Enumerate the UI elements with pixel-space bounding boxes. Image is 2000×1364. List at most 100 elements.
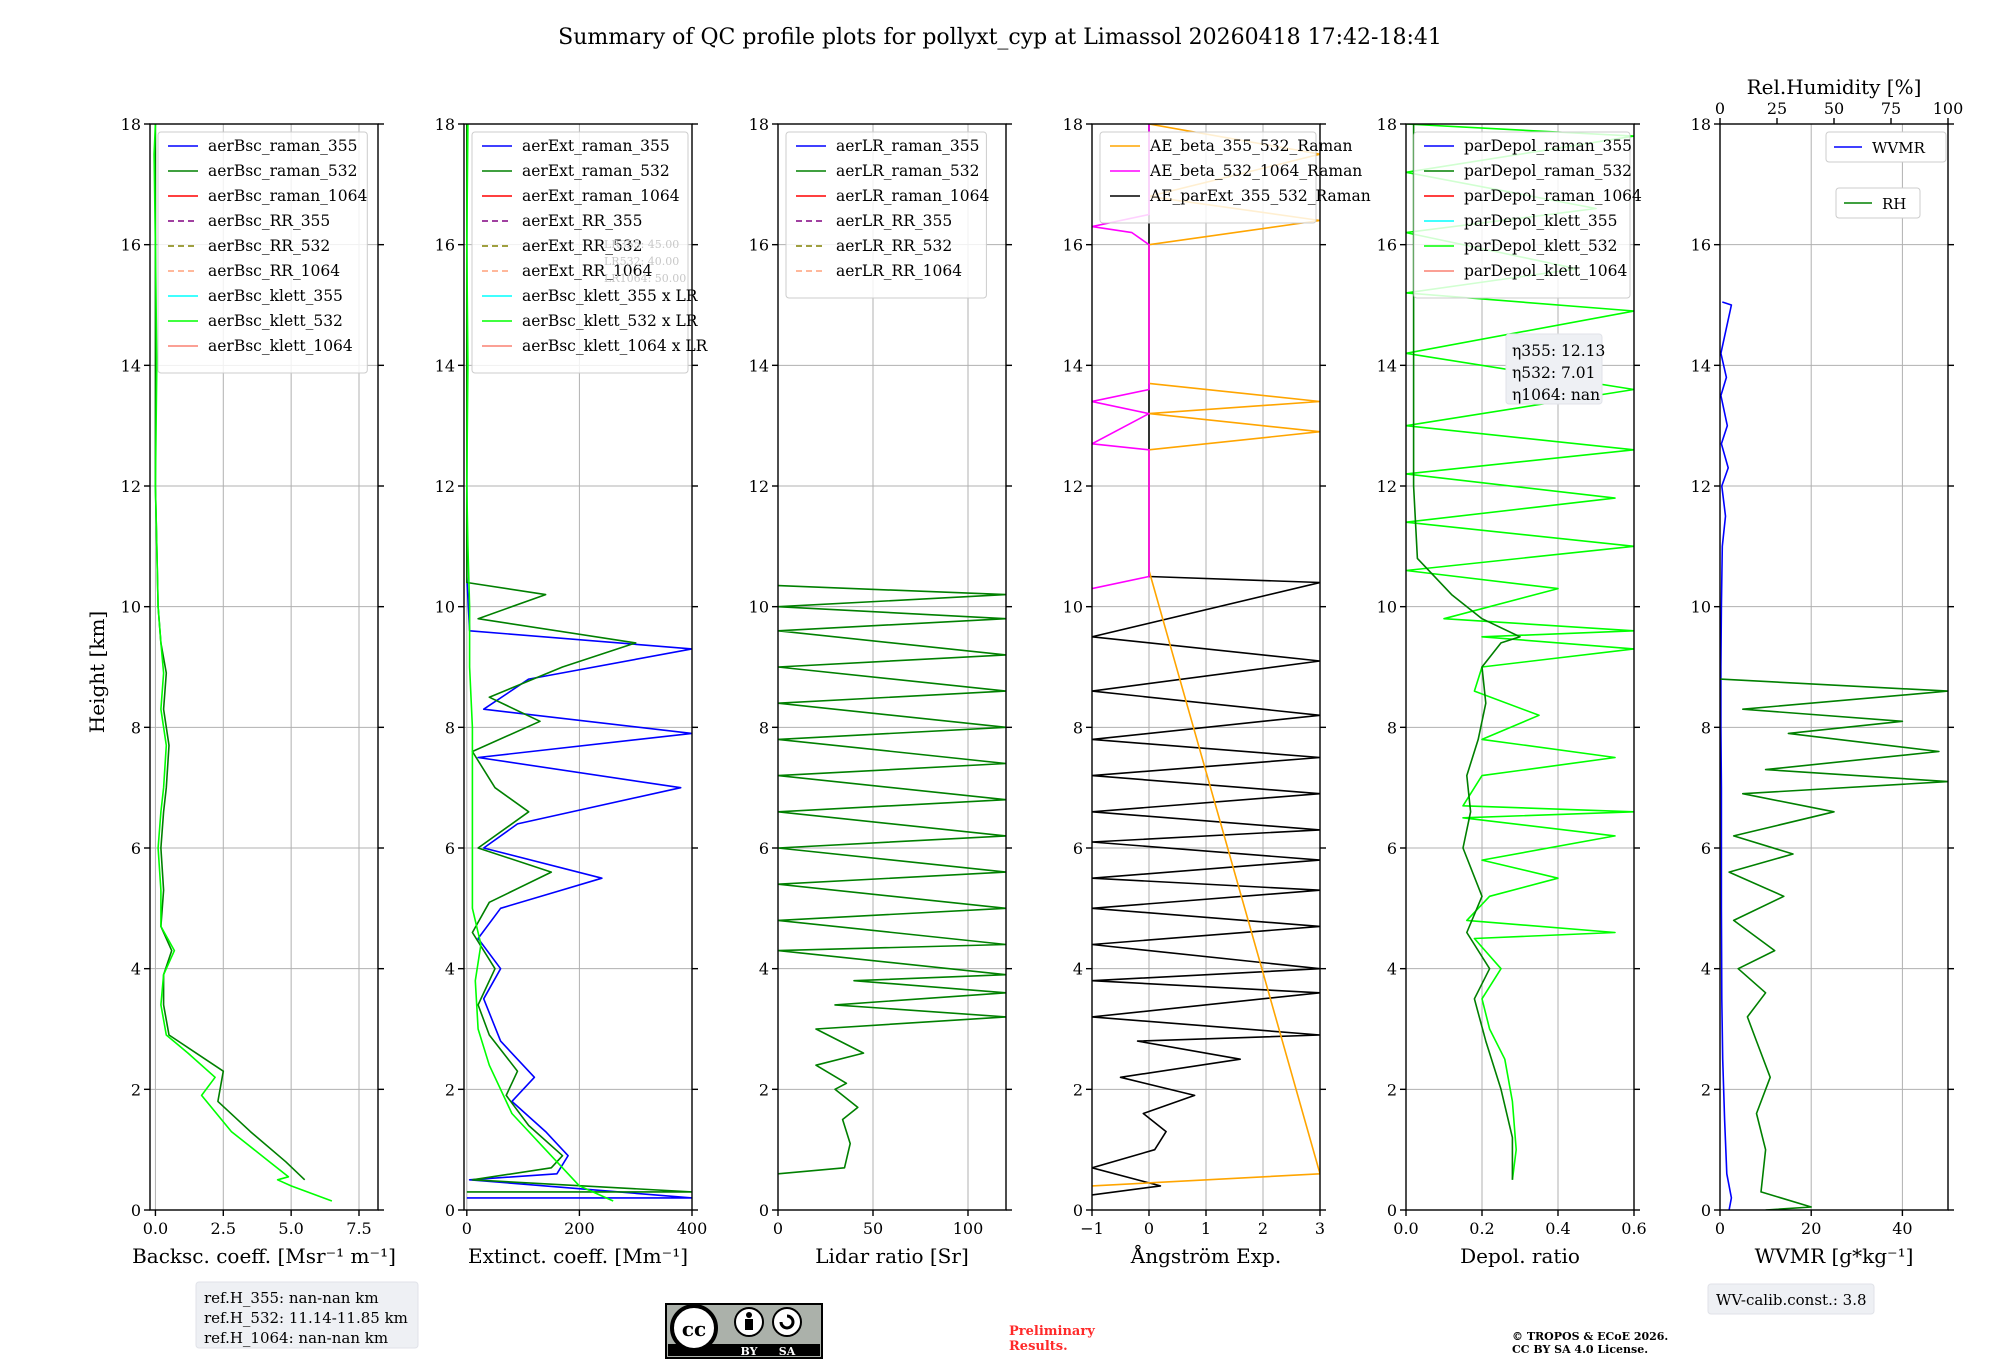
series-group	[1406, 124, 1634, 1180]
legend-frame	[1413, 131, 1631, 299]
y-tick-label: 14	[435, 356, 455, 375]
y-tick-label: 6	[1701, 839, 1711, 858]
x-tick-label: 0.0	[143, 1219, 168, 1238]
x-axis-label: Ångström Exp.	[1130, 1243, 1281, 1268]
cc-icon	[670, 1304, 718, 1352]
y-tick-label: 12	[1377, 477, 1397, 496]
x-tick-label: 50	[863, 1219, 883, 1238]
y-tick-label: 10	[1691, 598, 1711, 617]
x-tick-label: 0.6	[1621, 1219, 1646, 1238]
top-x-tick-label: 50	[1824, 99, 1844, 118]
y-tick-label: 14	[1063, 356, 1083, 375]
series-group	[778, 584, 1006, 1175]
eta-label: η532: 7.01	[1512, 364, 1596, 382]
x-axis-label: WVMR [g*kg⁻¹]	[1755, 1244, 1914, 1268]
x-tick-label: 1	[1201, 1219, 1211, 1238]
y-tick-label: 8	[1701, 718, 1711, 737]
y-tick-label: 6	[445, 839, 455, 858]
x-tick-label: 5.0	[278, 1219, 303, 1238]
cc-by-sa-badge[interactable]: cc BY SA	[665, 1303, 823, 1359]
y-tick-label: 10	[749, 598, 769, 617]
y-tick-label: 10	[435, 598, 455, 617]
y-tick-label: 18	[1691, 115, 1711, 134]
axes-frame	[463, 123, 693, 1211]
series-line-ae-parext-355-532-raman	[1092, 124, 1320, 1196]
y-tick-label: 14	[1377, 356, 1397, 375]
series-line-wvmr	[1720, 301, 1733, 1210]
sa-arrow-arc	[779, 1314, 795, 1330]
panel-backscatter: 0 2 4 6 8 10 12 14 16 18 0.0 2.5 5.0 7.5 Backsc. coeff…	[121, 115, 396, 1268]
x-tick-label: 0	[462, 1219, 472, 1238]
y-tick-label: 14	[1691, 356, 1711, 375]
legend-rh: RH	[1835, 187, 1921, 219]
series-line-aerbsc-klett-532-x-lr	[466, 124, 614, 1202]
x-axis-label: Lidar ratio [Sr]	[815, 1244, 969, 1268]
legend-label: aerLR_RR_355	[836, 212, 952, 230]
series-group	[1720, 301, 1948, 1210]
y-tick-label: 18	[435, 115, 455, 134]
legend-label: aerLR_raman_532	[836, 162, 979, 180]
panel-lidar_ratio: 0 2 4 6 8 10 12 14 16 18 0 50 100 Lidar ratio [Sr] aer…	[749, 115, 1012, 1268]
legend-label: RH	[1882, 195, 1906, 213]
y-tick-label: 18	[1377, 115, 1397, 134]
y-tick-label: 6	[131, 839, 141, 858]
y-tick-label: 4	[131, 960, 141, 979]
y-tick-label: 12	[1063, 477, 1083, 496]
panel-extinction: 0 2 4 6 8 10 12 14 16 18 0 200 400 Extinct. coeff. [M…	[435, 115, 709, 1268]
y-tick-label: 16	[1377, 236, 1397, 255]
top-x-tick-label: 100	[1933, 99, 1964, 118]
wv-calib-box-bg	[1707, 1283, 1875, 1315]
x-tick-label: 0.4	[1545, 1219, 1570, 1238]
y-tick-label: 4	[1701, 960, 1711, 979]
y-tick-label: 2	[1073, 1080, 1083, 1099]
legend-label: parDepol_raman_532	[1464, 162, 1632, 180]
legend-label: aerBsc_RR_1064	[208, 262, 340, 280]
x-tick-label: 0	[1715, 1219, 1725, 1238]
y-tick-label: 18	[1063, 115, 1083, 134]
y-tick-label: 2	[1387, 1080, 1397, 1099]
y-tick-label: 4	[1387, 960, 1397, 979]
legend-label: aerExt_raman_1064	[522, 187, 680, 205]
legend: parDepol_raman_355 parDepol_raman_532 parD…	[1413, 131, 1642, 299]
eta-label: η1064: nan	[1512, 386, 1600, 404]
x-tick-label: 40	[1892, 1219, 1912, 1238]
x-tick-label: 3	[1315, 1219, 1325, 1238]
lr-label: LR1064: 50.00	[604, 272, 686, 285]
legend-frame	[1835, 187, 1921, 219]
y-tick-label: 14	[121, 356, 141, 375]
y-tick-label: 10	[121, 598, 141, 617]
y-tick-label: 4	[445, 960, 455, 979]
legend-label: aerExt_RR_1064	[522, 262, 653, 280]
y-tick-label: 16	[121, 236, 141, 255]
y-tick-label: 16	[435, 236, 455, 255]
y-tick-label: 6	[1387, 839, 1397, 858]
ref-height-box-bg	[195, 1281, 419, 1349]
legend-label: aerBsc_klett_1064	[208, 337, 353, 355]
y-tick-label: 18	[121, 115, 141, 134]
ref-height-355: ref.H_355: nan-nan km	[204, 1289, 379, 1307]
y-tick-label: 8	[1387, 718, 1397, 737]
eta-box-bg	[1505, 333, 1603, 405]
legend-label: aerBsc_klett_532 x LR	[522, 312, 699, 330]
y-tick-label: 12	[1691, 477, 1711, 496]
y-tick-label: 10	[1063, 598, 1083, 617]
legend-label: aerBsc_RR_532	[208, 237, 330, 255]
y-tick-label: 6	[759, 839, 769, 858]
series-line-aerext-raman-355	[466, 124, 692, 1199]
series-line-rh	[1720, 678, 1948, 1210]
y-tick-label: 8	[1073, 718, 1083, 737]
series-line-aerlr-raman-532	[778, 584, 1006, 1175]
x-tick-label: 20	[1801, 1219, 1821, 1238]
legend: aerLR_raman_355 aerLR_raman_532 aerLR_rama…	[785, 131, 989, 299]
legend-label: aerLR_RR_1064	[836, 262, 962, 280]
sa-share-icon	[772, 1307, 802, 1337]
y-tick-label: 2	[131, 1080, 141, 1099]
x-tick-label: 0.2	[1469, 1219, 1494, 1238]
y-tick-label: 2	[1701, 1080, 1711, 1099]
x-tick-label: 400	[677, 1219, 708, 1238]
y-tick-label: 12	[749, 477, 769, 496]
y-tick-label: 0	[1387, 1201, 1397, 1220]
license-line: CC BY SA 4.0 License.	[1512, 1343, 1648, 1356]
legend: AE_beta_355_532_Raman AE_beta_532_1064_Ra…	[1099, 131, 1371, 224]
